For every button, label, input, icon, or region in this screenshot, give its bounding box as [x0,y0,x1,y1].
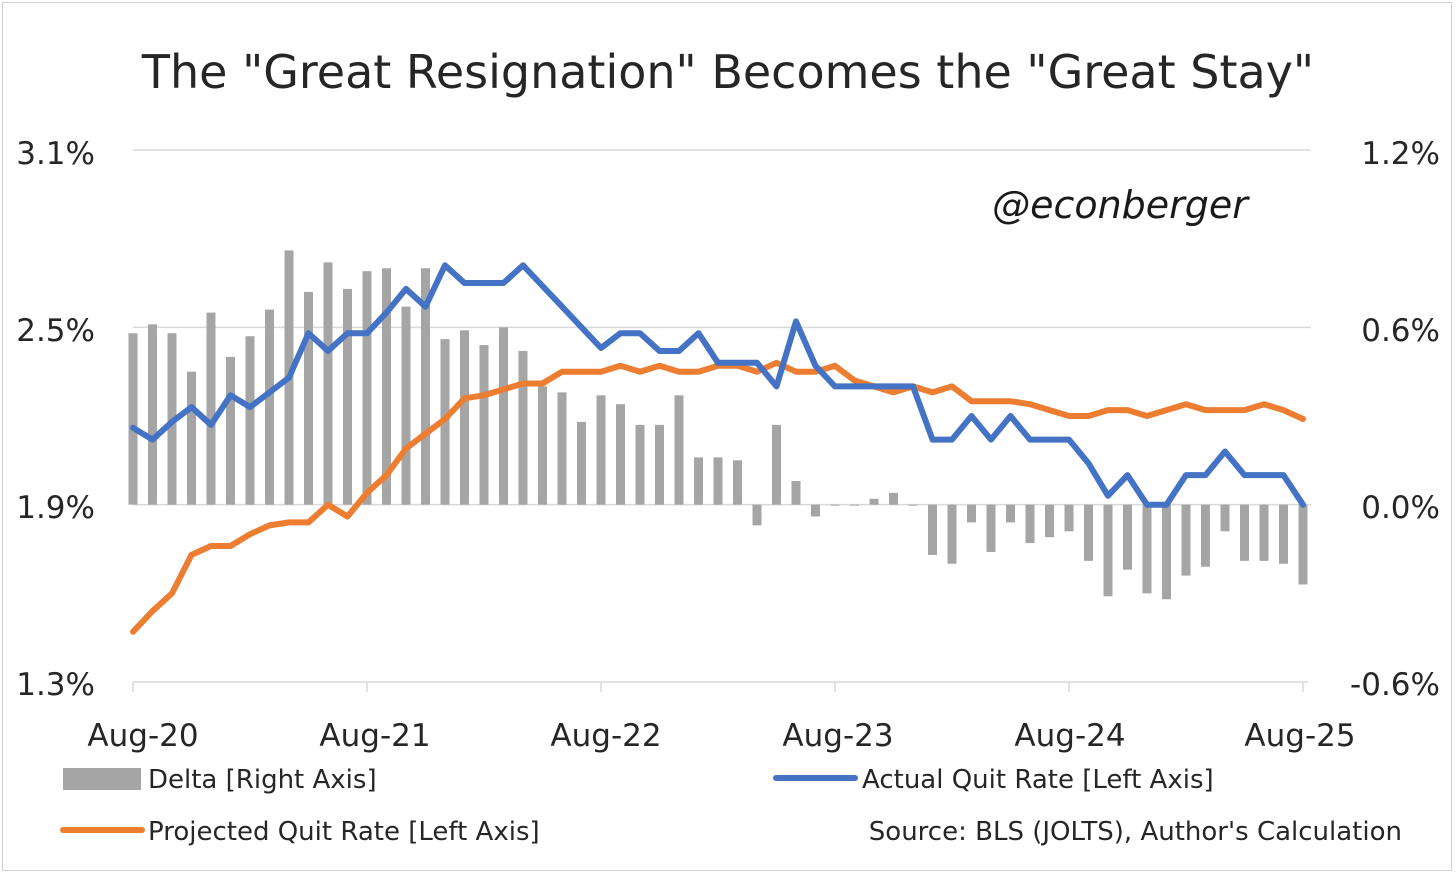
delta-bar [206,312,216,505]
delta-bar [908,504,918,506]
left-tick-label: 3.1% [16,136,95,172]
delta-bar [1298,504,1308,585]
delta-bar [928,504,937,555]
delta-bar [265,309,274,505]
delta-bar [1142,504,1152,594]
actual-quit-rate-line [130,262,1306,508]
delta-bar [1220,504,1230,532]
left-tick-label: 1.9% [16,490,95,526]
delta-bar [947,504,957,564]
right-tick-label: 0.0% [1361,490,1440,526]
right-tick-label: -0.6% [1350,667,1440,703]
delta-bar [752,504,762,526]
delta-bar [655,424,664,505]
delta-bar [557,392,567,505]
left-axis-tick-labels: 3.1% 2.5% 1.9% 1.3% [16,136,95,703]
delta-bar [245,336,255,505]
delta-bar [421,268,430,505]
delta-bar [772,424,781,505]
delta-bar [518,350,528,505]
x-tick-label: Aug-24 [1014,718,1125,754]
delta-bar [1162,504,1171,600]
x-tick-label: Aug-20 [87,718,198,754]
right-axis-tick-labels: 1.2% 0.6% 0.0% -0.6% [1350,136,1440,703]
delta-bar [401,306,411,505]
delta-bar [635,424,645,505]
delta-bar [869,498,879,505]
x-tick-label: Aug-25 [1244,718,1355,754]
delta-bar [226,356,235,505]
delta-bar [1064,504,1074,532]
legend-label-delta: Delta [Right Axis] [148,765,377,795]
delta-bar [1103,504,1113,597]
delta-bar [1045,504,1054,538]
delta-bar [1181,504,1191,576]
delta-bar [304,291,313,505]
delta-bar [538,386,547,505]
legend: Delta [Right Axis] Actual Quit Rate [Lef… [60,765,1402,847]
delta-bar [830,504,840,506]
delta-bar [889,492,898,505]
delta-bar [128,333,138,505]
legend-swatch-delta [63,768,141,790]
x-axis-tick-labels: Aug-20 Aug-21 Aug-22 Aug-23 Aug-24 Aug-2… [87,718,1355,754]
legend-label-actual: Actual Quit Rate [Left Axis] [862,765,1214,795]
delta-bar [811,504,820,517]
chart-title: The "Great Resignation" Becomes the "Gre… [141,45,1314,99]
delta-bar [460,330,469,505]
delta-bar [713,457,723,505]
x-tick-label: Aug-21 [319,718,430,754]
delta-bar [1084,504,1093,561]
quit-rate-lines [130,262,1306,635]
delta-bar [1123,504,1132,570]
delta-bar [733,460,742,505]
delta-bar [479,345,489,505]
delta-bar [499,327,508,505]
delta-bar [1279,504,1288,564]
delta-bar [577,421,586,505]
x-tick-label: Aug-23 [782,718,893,754]
delta-bar [596,395,606,505]
delta-bar [1240,504,1249,561]
delta-bar [986,504,996,552]
left-tick-label: 1.3% [16,667,95,703]
right-tick-label: 0.6% [1361,313,1440,349]
watermark: @econberger [992,183,1250,227]
delta-bar [148,324,157,505]
right-tick-label: 1.2% [1361,136,1440,172]
legend-label-projected: Projected Quit Rate [Left Axis] [148,817,540,847]
delta-bar [1025,504,1035,544]
delta-bar [967,504,976,523]
delta-bar [382,268,391,505]
x-tick-label: Aug-22 [550,718,661,754]
delta-bar [343,288,352,505]
delta-bar [694,457,703,505]
delta-bar [323,262,333,505]
left-tick-label: 2.5% [16,313,95,349]
delta-bar [1006,504,1015,523]
delta-bar [616,404,625,505]
x-axis-ticks [132,682,1304,692]
delta-bar [362,271,372,505]
delta-bar [850,504,859,506]
source-note: Source: BLS (JOLTS), Author's Calculatio… [869,817,1402,847]
delta-bar [187,371,196,505]
delta-bar [791,481,801,505]
delta-bar [674,395,684,505]
delta-bar [1259,504,1269,561]
delta-bar [1201,504,1210,567]
delta-bars [128,250,1308,600]
